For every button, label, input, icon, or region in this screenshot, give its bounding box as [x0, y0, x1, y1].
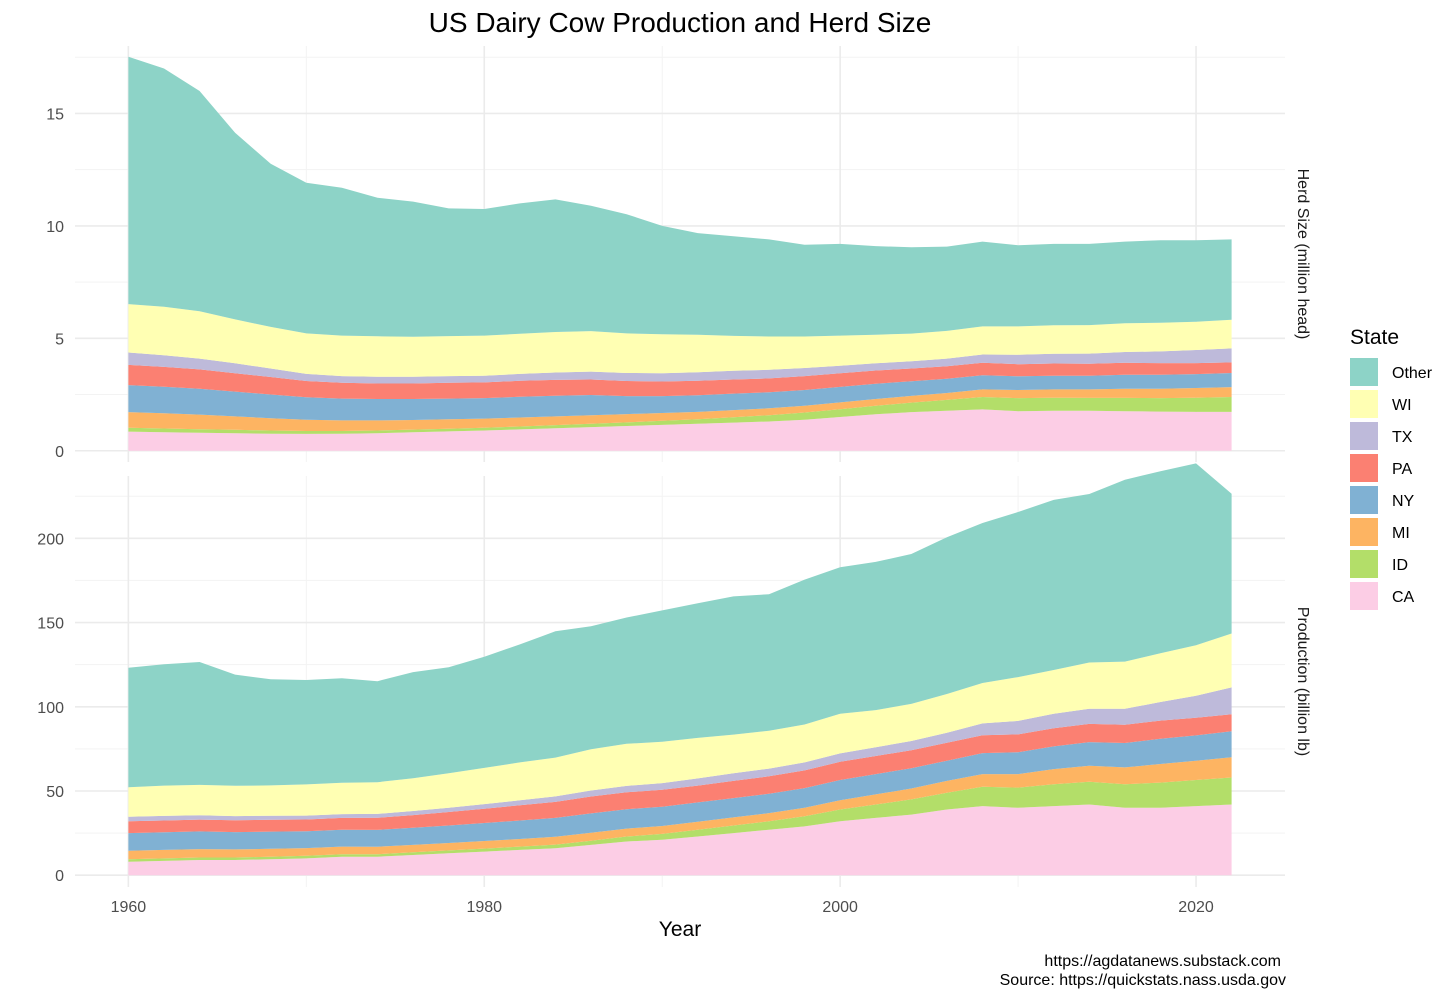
legend-item-ny: NY: [1350, 486, 1415, 514]
legend-item-pa: PA: [1350, 454, 1412, 482]
y-tick-label: 50: [46, 784, 64, 801]
legend-swatch: [1350, 358, 1378, 386]
area-tx-herd-size-million-head: [128, 348, 1232, 384]
area-mi-herd-size-million-head: [128, 387, 1232, 431]
legend-label: Other: [1392, 365, 1433, 382]
y-tick-label: 150: [37, 616, 64, 633]
legend-swatch: [1350, 582, 1378, 610]
legend-label: ID: [1392, 557, 1408, 574]
legend-label: MI: [1392, 525, 1410, 542]
legend-item-tx: TX: [1350, 422, 1413, 450]
panel-herd-size-million-head: 0 5 10 15 Herd Size (million head): [46, 46, 1311, 462]
panel-production-billion-lb: 0 50 100 150 200 Production (billion lb): [37, 463, 1311, 887]
y-tick-label: 0: [55, 444, 64, 461]
x-tick-label: 2000: [822, 899, 858, 916]
legend-label: NY: [1392, 493, 1415, 510]
legend-item-id: ID: [1350, 550, 1408, 578]
legend-swatch: [1350, 518, 1378, 546]
legend-swatch: [1350, 422, 1378, 450]
area-other-herd-size-million-head: [128, 56, 1232, 337]
area-ny-herd-size-million-head: [128, 373, 1232, 421]
x-axis-title: Year: [659, 918, 701, 941]
area-wi-herd-size-million-head: [128, 304, 1232, 377]
x-tick-label: 1960: [111, 899, 147, 916]
legend-swatch: [1350, 550, 1378, 578]
legend-label: CA: [1392, 589, 1415, 606]
facet-strip-label: Production (billion lb): [1294, 607, 1311, 756]
legend-label: WI: [1392, 397, 1412, 414]
facet-strip-label: Herd Size (million head): [1294, 169, 1311, 340]
caption-substack: https://agdatanews.substack.com: [1044, 953, 1281, 970]
area-ca-herd-size-million-head: [128, 409, 1232, 451]
legend-swatch: [1350, 454, 1378, 482]
area-pa-herd-size-million-head: [128, 362, 1232, 399]
y-tick-label: 200: [37, 531, 64, 548]
chart-title: US Dairy Cow Production and Herd Size: [429, 7, 932, 38]
caption-source: Source: https://quickstats.nass.usda.gov: [1000, 972, 1286, 989]
y-tick-label: 15: [46, 106, 64, 123]
legend-item-other: Other: [1350, 358, 1433, 386]
area-ny-production-billion-lb: [128, 731, 1232, 851]
y-tick-label: 5: [55, 331, 64, 348]
legend-item-mi: MI: [1350, 518, 1410, 546]
area-pa-production-billion-lb: [128, 714, 1232, 834]
area-id-production-billion-lb: [128, 777, 1232, 862]
x-tick-label: 2020: [1178, 899, 1214, 916]
area-ca-production-billion-lb: [128, 804, 1232, 876]
legend-item-wi: WI: [1350, 390, 1412, 418]
legend: State Other WI TX PA NY MI ID CA: [1350, 326, 1433, 610]
area-other-production-billion-lb: [128, 463, 1232, 788]
area-wi-production-billion-lb: [128, 633, 1232, 817]
area-id-herd-size-million-head: [128, 397, 1232, 434]
x-tick-label: 1980: [466, 899, 502, 916]
legend-title: State: [1350, 326, 1399, 349]
legend-swatch: [1350, 486, 1378, 514]
area-mi-production-billion-lb: [128, 757, 1232, 860]
legend-label: PA: [1392, 461, 1412, 478]
legend-item-ca: CA: [1350, 582, 1415, 610]
y-tick-label: 100: [37, 700, 64, 717]
y-tick-label: 10: [46, 219, 64, 236]
y-tick-label: 0: [55, 868, 64, 885]
legend-label: TX: [1392, 429, 1413, 446]
legend-swatch: [1350, 390, 1378, 418]
